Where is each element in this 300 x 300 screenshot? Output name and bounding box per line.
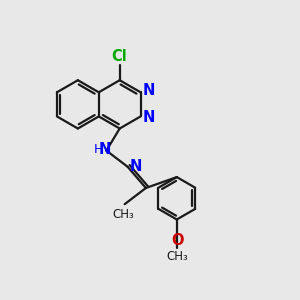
Text: O: O (171, 233, 183, 248)
Text: N: N (143, 83, 155, 98)
Text: N: N (99, 142, 111, 157)
Text: Cl: Cl (111, 49, 127, 64)
Text: CH₃: CH₃ (112, 208, 134, 221)
Text: H: H (94, 143, 103, 156)
Text: N: N (143, 110, 155, 124)
Text: N: N (130, 159, 142, 174)
Text: CH₃: CH₃ (166, 250, 188, 263)
